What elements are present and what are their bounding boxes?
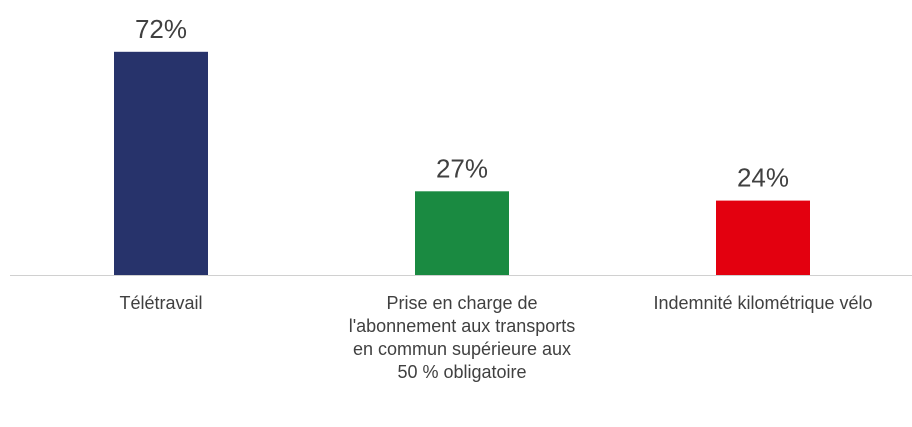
category-label: Prise en charge de l'abonnement aux tran…: [348, 293, 576, 382]
value-label: 72%: [135, 14, 187, 44]
category-label: Indemnité kilométrique vélo: [653, 293, 873, 313]
value-label: 27%: [436, 153, 488, 183]
bar: [415, 191, 509, 275]
value-label: 24%: [737, 163, 789, 193]
category-label: Télétravail: [119, 293, 203, 313]
bar: [716, 200, 810, 275]
bar: [114, 51, 208, 275]
